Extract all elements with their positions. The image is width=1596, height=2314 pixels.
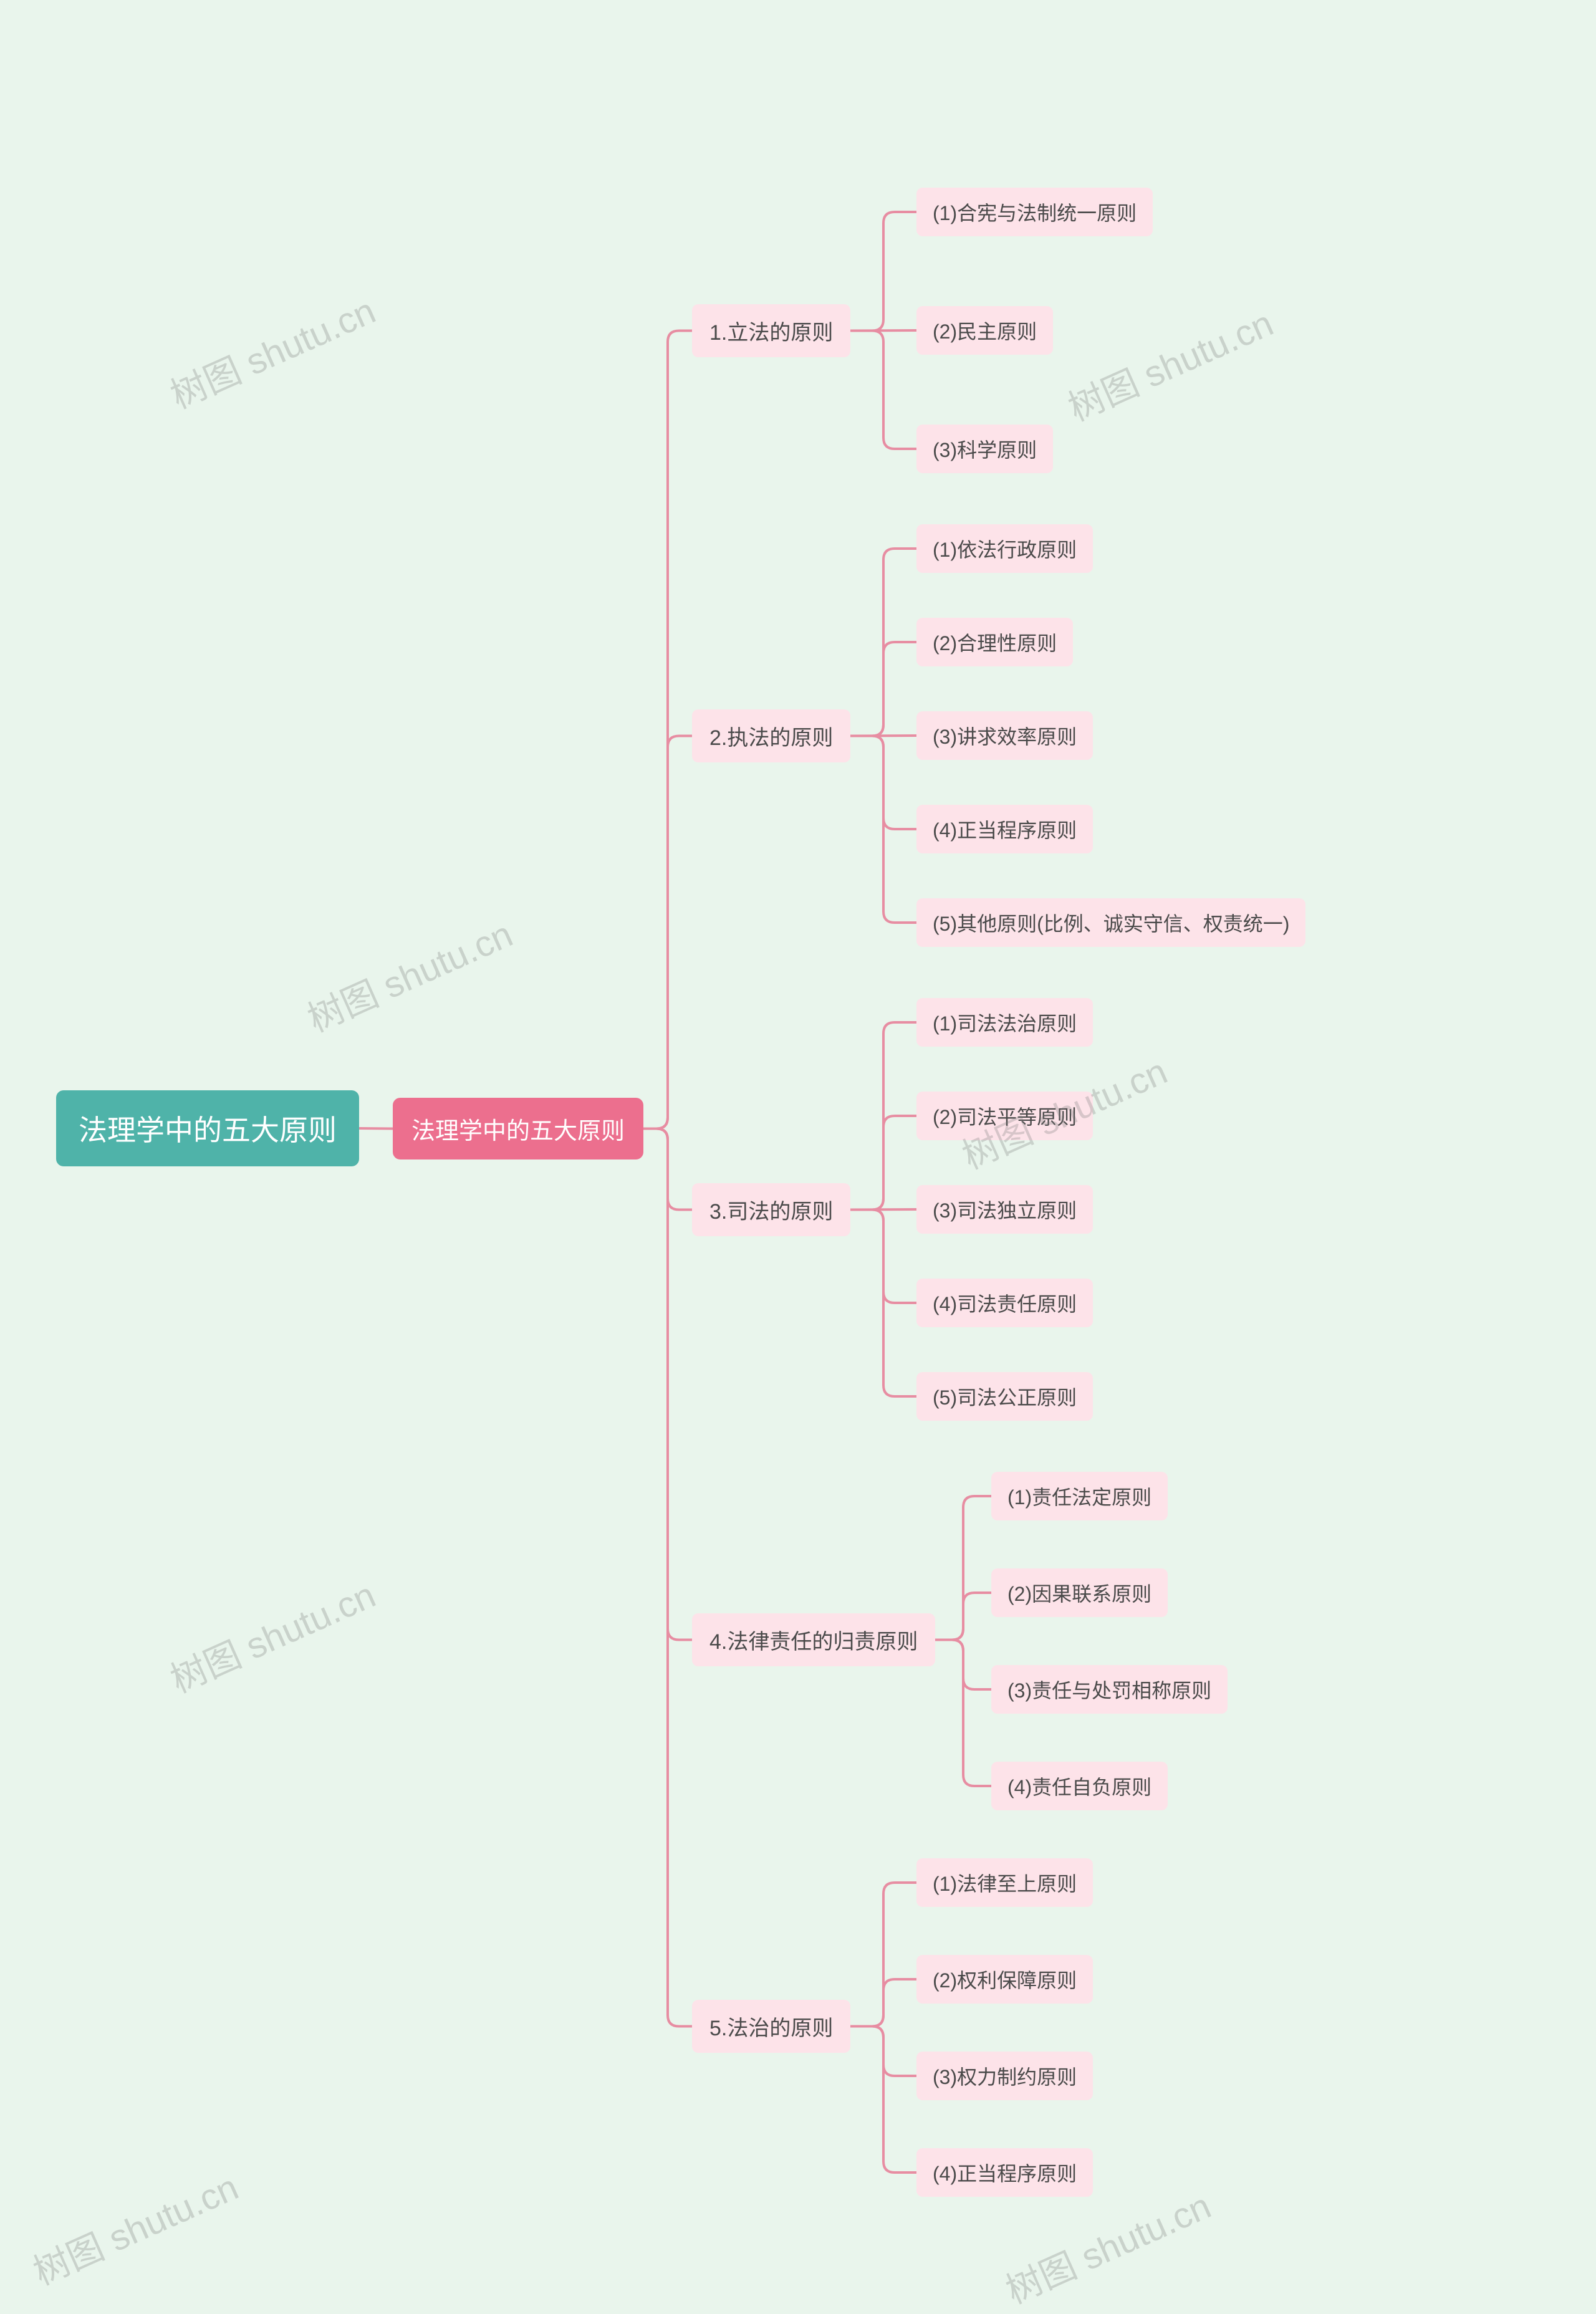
- edge: [850, 2027, 916, 2076]
- edge: [850, 1979, 916, 2027]
- edge: [850, 2027, 916, 2173]
- leaf-node-2-2: (3)司法独立原则: [916, 1185, 1093, 1234]
- edge: [359, 1128, 393, 1129]
- leaf-node-1-3: (4)正当程序原则: [916, 805, 1093, 853]
- edge: [935, 1496, 991, 1640]
- watermark-6: 树图 shutu.cn: [996, 2177, 1218, 2314]
- leaf-node-0-1: (2)民主原则: [916, 306, 1053, 355]
- leaf-node-2-4: (5)司法公正原则: [916, 1372, 1093, 1421]
- edge: [935, 1593, 991, 1640]
- level1-node: 法理学中的五大原则: [393, 1098, 643, 1159]
- edge: [850, 642, 916, 736]
- watermark-1: 树图 shutu.cn: [1059, 294, 1280, 431]
- branch-node-0: 1.立法的原则: [692, 304, 850, 357]
- edge: [643, 736, 692, 1129]
- edge: [935, 1640, 991, 1787]
- branch-node-4: 5.法治的原则: [692, 2000, 850, 2053]
- edge: [643, 1129, 692, 2027]
- leaf-node-4-2: (3)权力制约原则: [916, 2052, 1093, 2100]
- branch-node-1: 2.执法的原则: [692, 709, 850, 762]
- edge: [850, 212, 916, 331]
- leaf-node-1-4: (5)其他原则(比例、诚实守信、权责统一): [916, 898, 1305, 947]
- leaf-node-2-0: (1)司法法治原则: [916, 998, 1093, 1047]
- leaf-node-0-2: (3)科学原则: [916, 425, 1053, 473]
- edge: [850, 330, 916, 331]
- edge: [850, 331, 916, 449]
- watermark-4: 树图 shutu.cn: [161, 1566, 382, 1703]
- leaf-node-1-0: (1)依法行政原则: [916, 524, 1093, 573]
- edge: [643, 1129, 692, 1210]
- edge: [643, 331, 692, 1129]
- leaf-node-1-2: (3)讲求效率原则: [916, 711, 1093, 760]
- leaf-node-2-3: (4)司法责任原则: [916, 1279, 1093, 1327]
- edge: [850, 1883, 916, 2027]
- branch-node-3: 4.法律责任的归责原则: [692, 1613, 935, 1666]
- edge: [850, 549, 916, 736]
- branch-node-2: 3.司法的原则: [692, 1183, 850, 1236]
- edge: [850, 736, 916, 830]
- leaf-node-4-1: (2)权利保障原则: [916, 1955, 1093, 2004]
- edge: [850, 1116, 916, 1210]
- leaf-node-3-3: (4)责任自负原则: [991, 1762, 1168, 1810]
- watermark-0: 树图 shutu.cn: [161, 282, 382, 419]
- leaf-node-4-3: (4)正当程序原则: [916, 2148, 1093, 2197]
- leaf-node-2-1: (2)司法平等原则: [916, 1092, 1093, 1140]
- edge: [850, 736, 916, 923]
- leaf-node-3-1: (2)因果联系原则: [991, 1568, 1168, 1617]
- leaf-node-1-1: (2)合理性原则: [916, 618, 1073, 666]
- edge: [643, 1129, 692, 1640]
- leaf-node-4-0: (1)法律至上原则: [916, 1858, 1093, 1907]
- edge: [850, 1022, 916, 1210]
- leaf-node-0-0: (1)合宪与法制统一原则: [916, 188, 1153, 236]
- root-node: 法理学中的五大原则: [56, 1090, 359, 1166]
- leaf-node-3-0: (1)责任法定原则: [991, 1472, 1168, 1520]
- edge: [935, 1640, 991, 1690]
- leaf-node-3-2: (3)责任与处罚相称原则: [991, 1665, 1228, 1714]
- watermark-5: 树图 shutu.cn: [24, 2158, 245, 2295]
- edge: [850, 1210, 916, 1397]
- edge: [850, 1209, 916, 1210]
- edge: [850, 1210, 916, 1303]
- watermark-2: 树图 shutu.cn: [298, 905, 519, 1042]
